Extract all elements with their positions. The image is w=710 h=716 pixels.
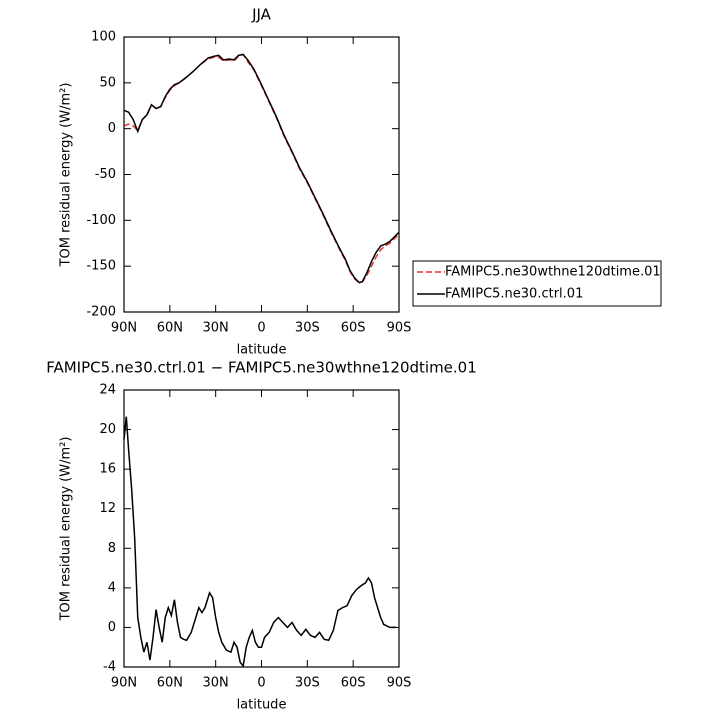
- x-tick-label: 30N: [203, 321, 229, 336]
- y-tick-label: -150: [86, 259, 116, 274]
- x-tick-label: 90S: [387, 321, 412, 336]
- y-tick-label: -50: [95, 167, 116, 182]
- x-tick-label: 90S: [387, 676, 412, 691]
- y-tick-label: 24: [99, 383, 116, 398]
- y-tick-label: 12: [99, 501, 116, 516]
- legend-box: [412, 260, 662, 307]
- legend-label: FAMIPC5.ne30wthne120dtime.01: [445, 265, 661, 280]
- series-line: [123, 416, 396, 668]
- chart-title: FAMIPC5.ne30.ctrl.01 − FAMIPC5.ne30wthne…: [46, 359, 477, 377]
- x-tick-label: 0: [257, 321, 265, 336]
- y-tick-label: 0: [108, 620, 116, 635]
- y-tick-label: 4: [108, 580, 116, 595]
- y-tick-label: -4: [103, 660, 116, 675]
- y-tick-label: 50: [99, 75, 116, 90]
- x-tick-label: 0: [257, 676, 265, 691]
- y-tick-label: 16: [99, 462, 116, 477]
- x-axis-label: latitude: [237, 343, 287, 358]
- series-line: [123, 53, 400, 284]
- y-tick-label: 100: [91, 30, 116, 45]
- x-tick-label: 60N: [157, 321, 183, 336]
- x-tick-label: 60S: [341, 676, 366, 691]
- y-tick-label: 0: [108, 121, 116, 136]
- x-axis-label: latitude: [237, 698, 287, 713]
- chart-title: JJA: [251, 6, 272, 24]
- x-tick-label: 30S: [295, 321, 320, 336]
- y-tick-label: 8: [108, 541, 116, 556]
- series-line: [123, 53, 400, 284]
- x-tick-label: 90N: [111, 676, 137, 691]
- x-tick-label: 30N: [203, 676, 229, 691]
- plot-frame: [123, 389, 400, 668]
- x-tick-label: 90N: [111, 321, 137, 336]
- plot-frame: [123, 36, 400, 313]
- legend-label: FAMIPC5.ne30.ctrl.01: [445, 287, 583, 302]
- x-tick-label: 60S: [341, 321, 366, 336]
- x-tick-label: 60N: [157, 676, 183, 691]
- y-axis-label: TOM residual energy (W/m²): [59, 83, 74, 268]
- x-tick-label: 30S: [295, 676, 320, 691]
- y-tick-label: 20: [99, 422, 116, 437]
- y-tick-label: -200: [86, 305, 116, 320]
- y-tick-label: -100: [86, 213, 116, 228]
- y-axis-label: TOM residual energy (W/m²): [59, 437, 74, 622]
